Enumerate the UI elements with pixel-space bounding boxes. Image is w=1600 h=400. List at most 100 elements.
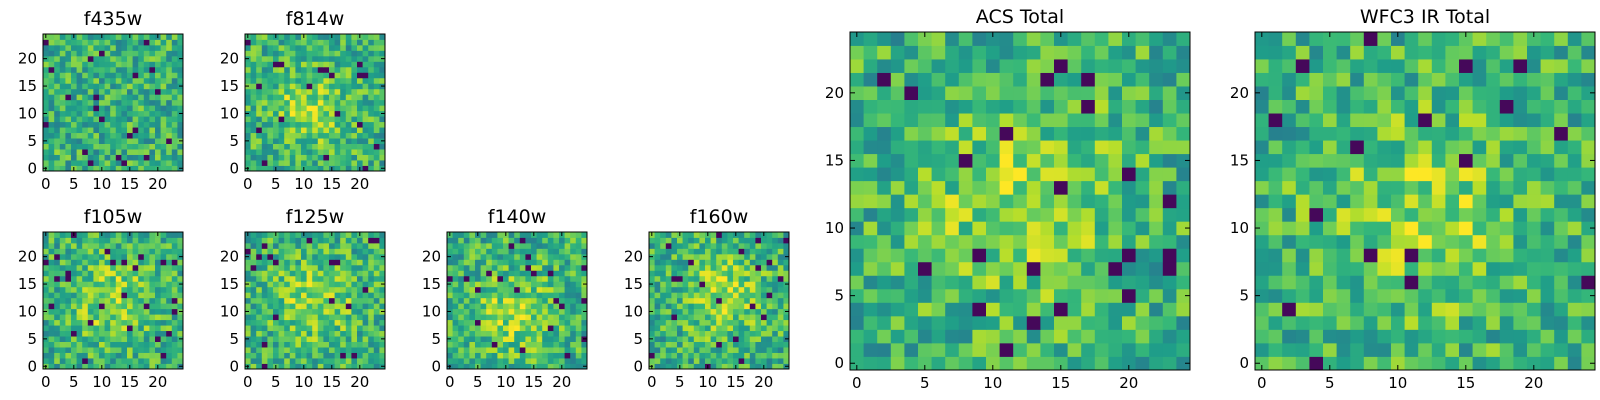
heatmap-cell: [301, 281, 307, 288]
heatmap-cell: [54, 363, 61, 370]
heatmap-cell: [71, 352, 77, 359]
x-tick-label: 15: [1051, 374, 1070, 392]
heatmap-cell: [357, 83, 363, 90]
heatmap-cell: [250, 83, 257, 90]
heatmap-cell: [65, 352, 72, 359]
heatmap-cell: [171, 110, 178, 117]
heatmap-cell: [329, 39, 335, 46]
heatmap-cell: [531, 297, 537, 304]
heatmap-cell: [671, 248, 678, 255]
y-tick-label: 10: [422, 302, 441, 320]
heatmap-cell: [1013, 86, 1028, 100]
heatmap-cell: [115, 154, 122, 161]
heatmap-cell: [261, 99, 268, 106]
heatmap-cell: [273, 50, 279, 57]
heatmap-cell: [570, 292, 577, 299]
heatmap-cell: [345, 39, 352, 46]
heatmap-cell: [256, 132, 263, 139]
heatmap-cell: [368, 132, 375, 139]
heatmap-cell: [160, 132, 167, 139]
heatmap-cell: [688, 248, 695, 255]
heatmap-cell: [132, 66, 139, 73]
heatmap-cell: [727, 264, 734, 271]
heatmap-cell: [660, 330, 667, 337]
heatmap-cell: [278, 39, 285, 46]
heatmap-cell: [890, 113, 905, 128]
heatmap-cell: [693, 242, 700, 249]
heatmap-cell: [104, 297, 111, 304]
heatmap-cell: [783, 232, 790, 238]
heatmap-cell: [295, 281, 302, 288]
heatmap-cell: [654, 232, 661, 238]
heatmap-cell: [918, 207, 932, 222]
heatmap-cell: [357, 308, 363, 315]
heatmap-cell: [654, 237, 661, 244]
heatmap-cell: [986, 59, 1000, 73]
heatmap-cell: [160, 347, 167, 353]
heatmap-cell: [1122, 356, 1136, 371]
heatmap-cell: [458, 286, 465, 293]
heatmap-cell: [1418, 315, 1433, 330]
heatmap-cell: [1135, 329, 1150, 344]
heatmap-cell: [362, 319, 369, 326]
heatmap-cell: [87, 132, 94, 139]
heatmap-cell: [317, 132, 324, 139]
heatmap-cell: [1513, 194, 1528, 209]
heatmap-cell: [345, 34, 352, 40]
heatmap-cell: [329, 308, 335, 315]
heatmap-cell: [1255, 315, 1269, 330]
heatmap-cell: [1162, 261, 1177, 276]
heatmap-cell: [677, 314, 683, 321]
heatmap-cell: [155, 160, 161, 166]
heatmap-cell: [564, 303, 571, 310]
heatmap-cell: [110, 341, 117, 348]
heatmap-cell: [54, 50, 61, 57]
heatmap-cell: [1013, 140, 1028, 155]
heatmap-cell: [863, 261, 878, 276]
heatmap-cell: [93, 253, 100, 260]
heatmap-cell: [121, 61, 128, 68]
heatmap-cell: [1081, 99, 1096, 114]
heatmap-cell: [486, 308, 493, 315]
heatmap-cell: [1162, 153, 1177, 168]
heatmap-cell: [278, 325, 285, 332]
heatmap-cell: [1323, 221, 1337, 236]
heatmap-cell: [127, 127, 133, 134]
heatmap-cell: [508, 363, 515, 370]
heatmap-cell: [958, 32, 973, 46]
heatmap-cell: [705, 347, 711, 353]
heatmap-cell: [71, 341, 77, 348]
heatmap-cell: [345, 308, 352, 315]
heatmap-cell: [177, 77, 184, 84]
heatmap-cell: [160, 248, 167, 255]
heatmap-cell: [1540, 207, 1555, 222]
heatmap-cell: [469, 314, 476, 321]
heatmap-cell: [447, 347, 453, 353]
heatmap-cell: [918, 261, 932, 276]
heatmap-cell: [93, 44, 100, 51]
heatmap-cell: [317, 253, 324, 260]
heatmap-cell: [716, 308, 723, 315]
heatmap-cell: [1567, 234, 1582, 249]
heatmap-cell: [972, 261, 987, 276]
heatmap-cell: [43, 297, 49, 304]
heatmap-cell: [665, 352, 672, 359]
heatmap-cell: [340, 330, 347, 337]
heatmap-cell: [682, 297, 689, 304]
heatmap-cell: [783, 264, 790, 271]
heatmap-cell: [379, 132, 386, 139]
heatmap-cell: [738, 270, 745, 277]
heatmap-cell: [334, 325, 341, 332]
heatmap-cell: [1540, 221, 1555, 236]
heatmap-cell: [749, 286, 756, 293]
heatmap-cell: [553, 303, 560, 310]
heatmap-cell: [177, 121, 184, 128]
heatmap-cell: [245, 72, 251, 79]
heatmap-cell: [138, 237, 145, 244]
heatmap-cell: [1445, 329, 1460, 344]
heatmap-cell: [177, 347, 184, 353]
heatmap-cell: [301, 121, 307, 128]
heatmap-cell: [71, 308, 77, 315]
heatmap-cell: [132, 138, 139, 144]
heatmap-cell: [121, 286, 128, 293]
